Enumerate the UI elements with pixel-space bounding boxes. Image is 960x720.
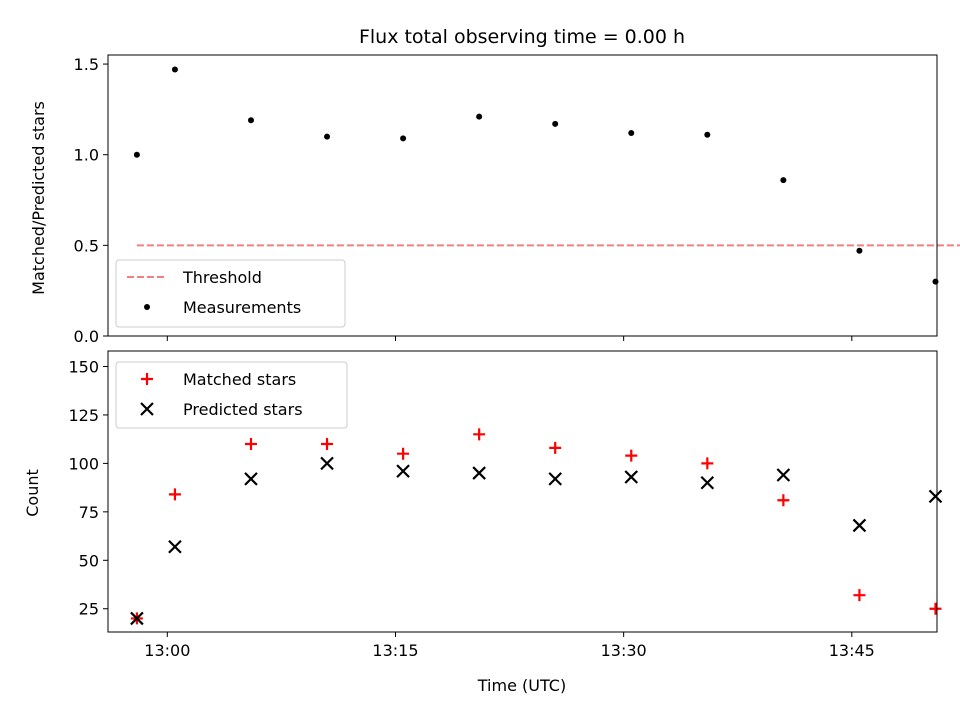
- measurement-point: [171, 66, 178, 73]
- predicted-star-point: [244, 472, 258, 486]
- predicted-star-point: [320, 456, 334, 471]
- bottom-xtick-label: 13:15: [372, 641, 418, 660]
- top-ytick-label: 0.5: [74, 236, 99, 255]
- matched-star-point: [397, 447, 410, 460]
- bottom-ytick-label: 150: [68, 358, 99, 377]
- measurement-point: [400, 135, 407, 142]
- matched-star-point: [777, 494, 790, 507]
- legend-predicted-swatch: [140, 402, 154, 416]
- bottom-xtick-label: 13:30: [601, 641, 647, 660]
- predicted-star-point: [852, 518, 867, 533]
- matched-star-point: [625, 449, 638, 462]
- matched-star-point: [244, 438, 257, 451]
- bottom-legend-box: [115, 361, 348, 429]
- top-legend-box: [115, 259, 346, 328]
- measurement-point: [932, 278, 939, 285]
- predicted-star-point: [396, 464, 410, 478]
- xlabel: Time (UTC): [477, 676, 566, 695]
- predicted-star-point: [472, 466, 486, 480]
- bottom-ytick-label: 50: [79, 551, 99, 570]
- predicted-star-point: [130, 611, 144, 626]
- predicted-star-point: [928, 489, 943, 504]
- bottom-xtick-label: 13:00: [144, 641, 190, 660]
- legend-threshold-label: Threshold: [182, 268, 262, 287]
- measurement-point: [133, 151, 140, 158]
- bottom-plot-frame: [107, 350, 938, 633]
- bottom-xtick-label: 13:45: [829, 641, 875, 660]
- matched-star-point: [853, 589, 866, 602]
- predicted-star-point: [168, 539, 182, 554]
- measurement-point: [552, 120, 559, 127]
- measurement-point: [476, 113, 483, 120]
- top-ytick-label: 1.0: [74, 146, 99, 165]
- matched-star-point: [549, 441, 562, 454]
- matched-star-point: [701, 457, 714, 470]
- bottom-ytick-label: 100: [68, 454, 99, 473]
- top-plot-area: 0.0 0.5 1.0 1.5 Threshold Measurements: [74, 54, 960, 346]
- matched-star-point: [168, 488, 181, 501]
- legend-matched-label: Matched stars: [183, 370, 296, 389]
- measurement-point: [628, 129, 635, 136]
- bottom-plot-area: 25507510012515013:0013:1513:3013:4514:00…: [68, 350, 943, 660]
- bottom-ytick-label: 125: [68, 406, 99, 425]
- top-ytick-label: 0.0: [74, 327, 99, 346]
- matched-star-point: [473, 428, 486, 441]
- bottom-legend: Matched stars Predicted stars: [115, 361, 348, 429]
- legend-measurements-label: Measurements: [183, 298, 301, 317]
- measurement-point: [780, 177, 787, 184]
- bottom-ytick-label: 75: [79, 503, 99, 522]
- measurement-point: [704, 131, 711, 138]
- matched-star-point: [929, 602, 942, 615]
- predicted-star-point: [776, 468, 791, 482]
- top-plot-frame: [107, 54, 938, 337]
- legend-matched-swatch: [141, 373, 153, 385]
- top-ytick-label: 1.5: [74, 55, 99, 74]
- measurement-point: [856, 247, 863, 254]
- top-legend: Threshold Measurements: [115, 259, 346, 328]
- measurement-point: [247, 117, 254, 124]
- chart-title: Flux total observing time = 0.00 h: [359, 26, 685, 48]
- predicted-star-point: [700, 476, 715, 490]
- legend-predicted-label: Predicted stars: [183, 400, 303, 419]
- top-ylabel: Matched/Predicted stars: [29, 101, 48, 295]
- bottom-ytick-label: 25: [79, 600, 99, 619]
- matched-star-point: [321, 438, 334, 451]
- predicted-star-point: [624, 470, 639, 484]
- legend-measurements-swatch: [144, 304, 150, 310]
- predicted-star-point: [548, 472, 562, 486]
- measurement-point: [324, 133, 331, 140]
- bottom-ylabel: Count: [23, 469, 42, 517]
